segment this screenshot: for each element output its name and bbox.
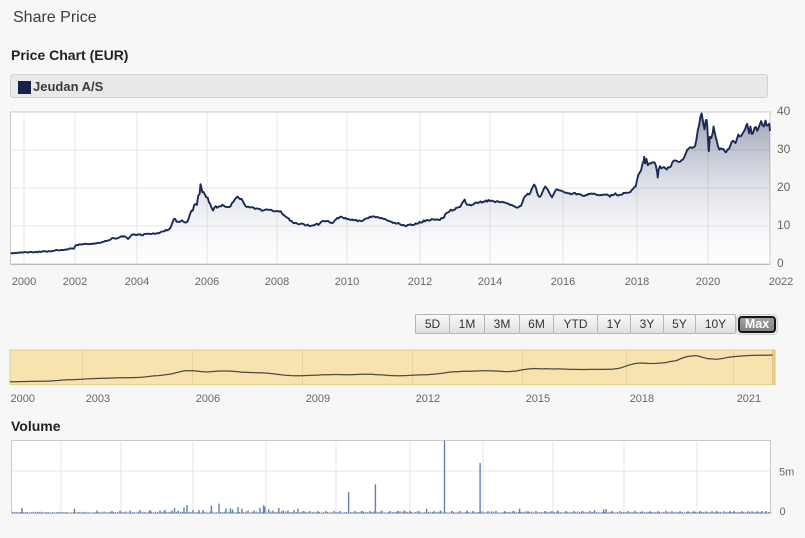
svg-text:2014: 2014 — [478, 276, 502, 288]
svg-text:20: 20 — [777, 180, 791, 194]
svg-text:2016: 2016 — [551, 276, 575, 288]
svg-text:2018: 2018 — [630, 393, 654, 405]
svg-text:2010: 2010 — [335, 276, 359, 288]
svg-text:5m: 5m — [779, 467, 794, 479]
svg-text:2002: 2002 — [63, 276, 87, 288]
svg-text:2008: 2008 — [265, 276, 289, 288]
svg-text:2018: 2018 — [625, 276, 649, 288]
svg-text:40: 40 — [777, 104, 791, 118]
svg-text:2012: 2012 — [408, 276, 432, 288]
svg-text:2003: 2003 — [86, 393, 110, 405]
svg-text:2006: 2006 — [195, 276, 219, 288]
svg-text:2015: 2015 — [526, 393, 550, 405]
svg-text:30: 30 — [777, 142, 791, 156]
svg-text:10: 10 — [777, 218, 791, 232]
svg-text:2009: 2009 — [306, 393, 330, 405]
svg-text:2006: 2006 — [196, 393, 220, 405]
svg-text:2000: 2000 — [12, 276, 36, 288]
svg-text:0: 0 — [780, 506, 786, 518]
svg-text:2004: 2004 — [125, 276, 149, 288]
svg-text:0: 0 — [777, 256, 784, 270]
svg-text:2012: 2012 — [416, 393, 440, 405]
svg-text:2000: 2000 — [11, 393, 35, 405]
svg-text:2020: 2020 — [696, 276, 720, 288]
svg-text:2021: 2021 — [737, 393, 761, 405]
svg-text:2022: 2022 — [769, 276, 793, 288]
